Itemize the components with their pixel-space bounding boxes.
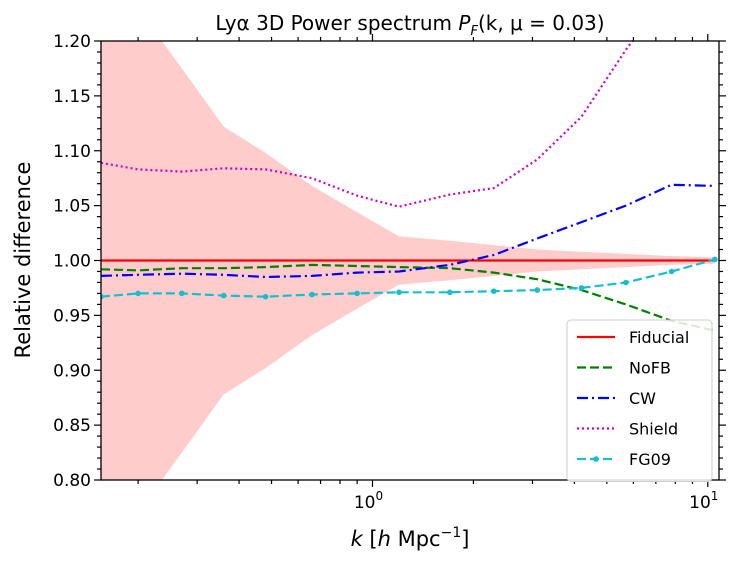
y-axis-label: Relative difference — [11, 162, 35, 359]
legend-marker-fg09 — [593, 456, 599, 462]
y-tick-label: 0.95 — [53, 306, 91, 326]
data-point-fg09 — [262, 293, 269, 300]
data-point-fg09 — [491, 288, 497, 295]
legend-label-fiducial: Fiducial — [629, 328, 689, 347]
legend-label-shield: Shield — [629, 420, 678, 439]
y-tick-label: 1.05 — [53, 197, 91, 217]
y-tick-label: 1.20 — [53, 32, 91, 52]
legend-label-cw: CW — [629, 389, 656, 408]
y-tick-label: 0.90 — [53, 361, 91, 381]
legend-label-fg09: FG09 — [629, 450, 671, 469]
x-tick-label: 100 — [354, 489, 383, 513]
series-line-fg09 — [101, 258, 716, 298]
y-tick-label: 1.00 — [53, 252, 91, 272]
data-point-fg09 — [135, 290, 141, 297]
data-point-fg09 — [534, 287, 540, 293]
y-tick-label: 0.85 — [53, 416, 91, 436]
chart-title: Lyα 3D Power spectrum PF(k, μ = 0.03) — [215, 11, 604, 39]
axis-ticks: 0.80 0.85 0.90 0.95 1.00 1.05 1.10 1.15 1.20 100 1… — [53, 32, 726, 513]
data-point-fg09 — [179, 290, 185, 297]
data-point-fg09 — [668, 268, 675, 275]
legend-label-nofb: NoFB — [629, 359, 671, 378]
data-point-fg09 — [354, 290, 360, 297]
x-tick-label: 101 — [689, 489, 718, 513]
data-point-fg09 — [712, 256, 718, 263]
legend: Fiducial NoFB CW Shield FG09 — [566, 319, 713, 482]
data-point-fg09 — [396, 289, 402, 296]
y-tick-label: 1.15 — [53, 87, 91, 107]
y-tick-label: 0.80 — [53, 471, 91, 491]
plot-area — [101, 41, 718, 480]
y-tick-label: 1.10 — [53, 142, 91, 162]
series-line-nofb — [101, 263, 716, 332]
data-point-fg09 — [623, 279, 629, 286]
x-axis-label: k [h Mpc−1] — [351, 525, 470, 551]
data-point-fg09 — [309, 291, 315, 298]
legend-box — [566, 319, 713, 482]
series-line-cw — [101, 183, 715, 279]
data-point-fg09 — [220, 292, 227, 299]
data-point-fg09 — [578, 285, 585, 291]
data-point-fg09 — [447, 289, 453, 296]
data-point-fg09 — [101, 293, 104, 300]
